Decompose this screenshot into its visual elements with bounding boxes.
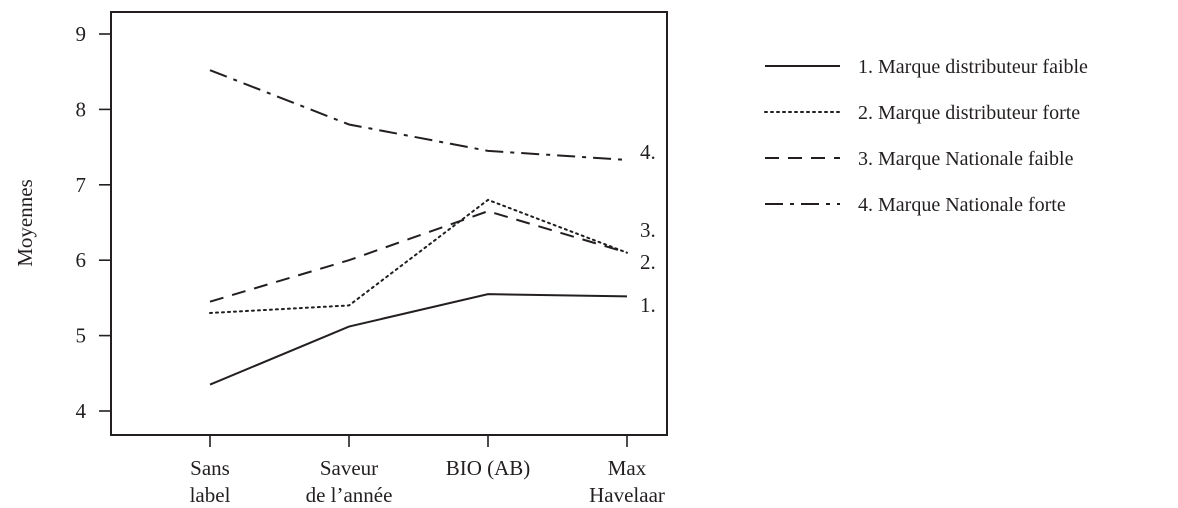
x-tick-label: Havelaar <box>589 483 665 507</box>
series-end-labels: 1. 2. 3. 4. <box>640 140 656 317</box>
x-tick-label: de l’année <box>306 483 393 507</box>
legend-label: 4. Marque Nationale forte <box>858 194 1066 216</box>
series-end-label: 3. <box>640 218 656 242</box>
legend: 1. Marque distributeur faible 2. Marque d… <box>764 56 1088 216</box>
series-line-4 <box>209 69 628 161</box>
series-end-label: 1. <box>640 293 656 317</box>
x-tick-label: Sans <box>190 456 230 480</box>
y-tick-label: 8 <box>76 97 87 121</box>
y-tick-label: 9 <box>76 22 87 46</box>
x-tick-label: BIO (AB) <box>446 456 531 480</box>
legend-label: 2. Marque distributeur forte <box>858 102 1080 124</box>
legend-label: 1. Marque distributeur faible <box>858 56 1088 78</box>
y-axis-title: Moyennes <box>13 179 37 267</box>
y-tick-label: 4 <box>76 399 87 423</box>
series-end-label: 2. <box>640 250 656 274</box>
series-lines <box>209 69 628 386</box>
series-line-3 <box>209 210 628 303</box>
x-tick-label: Max <box>608 456 647 480</box>
series-line-1 <box>209 293 628 386</box>
plot-frame <box>110 11 668 436</box>
x-axis: Sans label Saveur de l’année BIO (AB) Max Have… <box>190 435 665 507</box>
y-tick-label: 7 <box>76 173 87 197</box>
series-end-label: 4. <box>640 140 656 164</box>
x-tick-label: Saveur <box>320 456 378 480</box>
legend-item: 4. Marque Nationale forte <box>765 194 1066 216</box>
y-tick-label: 6 <box>76 248 87 272</box>
legend-item: 3. Marque Nationale faible <box>765 148 1074 170</box>
legend-item: 2. Marque distributeur forte <box>764 102 1080 124</box>
legend-item: 1. Marque distributeur faible <box>765 56 1088 78</box>
legend-label: 3. Marque Nationale faible <box>858 148 1074 170</box>
y-tick-label: 5 <box>76 324 87 348</box>
y-axis: 4 5 6 7 8 9 <box>76 22 111 423</box>
x-tick-label: label <box>190 483 231 507</box>
